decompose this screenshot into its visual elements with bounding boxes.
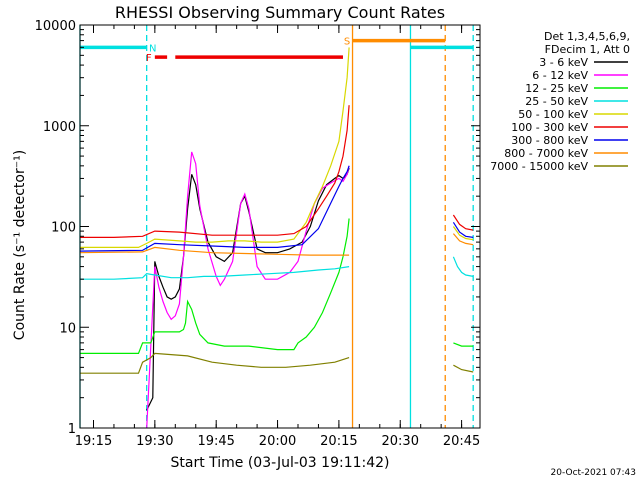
series-25-50-kev xyxy=(80,266,350,280)
x-tick-label: 19:15 xyxy=(75,434,112,449)
x-tick-label: 20:15 xyxy=(320,434,357,449)
legend: Det 1,3,4,5,6,9,FDecim 1, Att 03 - 6 keV… xyxy=(490,30,630,173)
legend-label-50-100-kev: 50 - 100 keV xyxy=(518,108,588,121)
y-tick-label: 1 xyxy=(68,422,76,437)
legend-header-line: Det 1,3,4,5,6,9, xyxy=(544,30,630,43)
legend-label-100-300-kev: 100 - 300 keV xyxy=(511,121,588,134)
series-post-gap-100-300-kev xyxy=(452,214,474,231)
timestamp-label: 20-Oct-2021 07:43 xyxy=(551,468,636,478)
series-post-gap-7000-15000-kev xyxy=(453,364,474,373)
series-post-gap-12-25-kev xyxy=(453,342,474,347)
y-tick-label: 100 xyxy=(51,221,76,236)
series-12-25-kev xyxy=(80,218,350,354)
plot-area: NF S 19:15 19:30 19:45 20:00 20:15 20:30 20:45 1 1… xyxy=(35,19,481,449)
series-7000-15000-kev xyxy=(80,352,350,374)
y-tick-label: 1000 xyxy=(43,120,76,135)
x-tick-label: 19:30 xyxy=(136,434,173,449)
series-3-6-kev xyxy=(146,167,350,411)
x-tick-label: 20:00 xyxy=(259,434,296,449)
series-300-800-kev xyxy=(79,165,350,252)
series-post-gap-25-50-kev xyxy=(452,256,474,277)
x-tick-label: 19:45 xyxy=(197,434,234,449)
series-post-gap-300-800-kev xyxy=(452,221,474,238)
x-axis-label: Start Time (03-Jul-03 19:11:42) xyxy=(170,455,389,471)
legend-label-3-6-kev: 3 - 6 keV xyxy=(539,56,588,69)
y-tick-label: 10000 xyxy=(35,19,76,34)
legend-label-800-7000-kev: 800 - 7000 keV xyxy=(504,147,588,160)
series-post-gap-800-7000-kev xyxy=(452,233,474,246)
legend-label-7000-15000-kev: 7000 - 15000 keV xyxy=(490,160,588,173)
x-tick-label: 20:30 xyxy=(382,434,419,449)
series-100-300-kev xyxy=(80,105,350,238)
series-50-100-kev xyxy=(80,47,350,248)
status-label-s: S xyxy=(344,37,350,48)
legend-label-6-12-kev: 6 - 12 keV xyxy=(532,69,588,82)
chart-title: RHESSI Observing Summary Count Rates xyxy=(115,3,445,22)
y-axis-label: Count Rate (s⁻¹ detector⁻¹) xyxy=(12,150,28,340)
x-tick-label: 20:45 xyxy=(443,434,480,449)
y-tick-label: 10 xyxy=(59,321,76,336)
series-800-7000-kev xyxy=(79,246,350,256)
status-label-n: N xyxy=(149,43,156,54)
legend-label-12-25-kev: 12 - 25 keV xyxy=(525,82,588,95)
series-post-gap-50-100-kev xyxy=(452,226,474,241)
legend-label-25-50-kev: 25 - 50 keV xyxy=(525,95,588,108)
legend-header-line: FDecim 1, Att 0 xyxy=(545,43,630,56)
legend-label-300-800-kev: 300 - 800 keV xyxy=(511,134,588,147)
status-label-f: F xyxy=(146,53,152,64)
